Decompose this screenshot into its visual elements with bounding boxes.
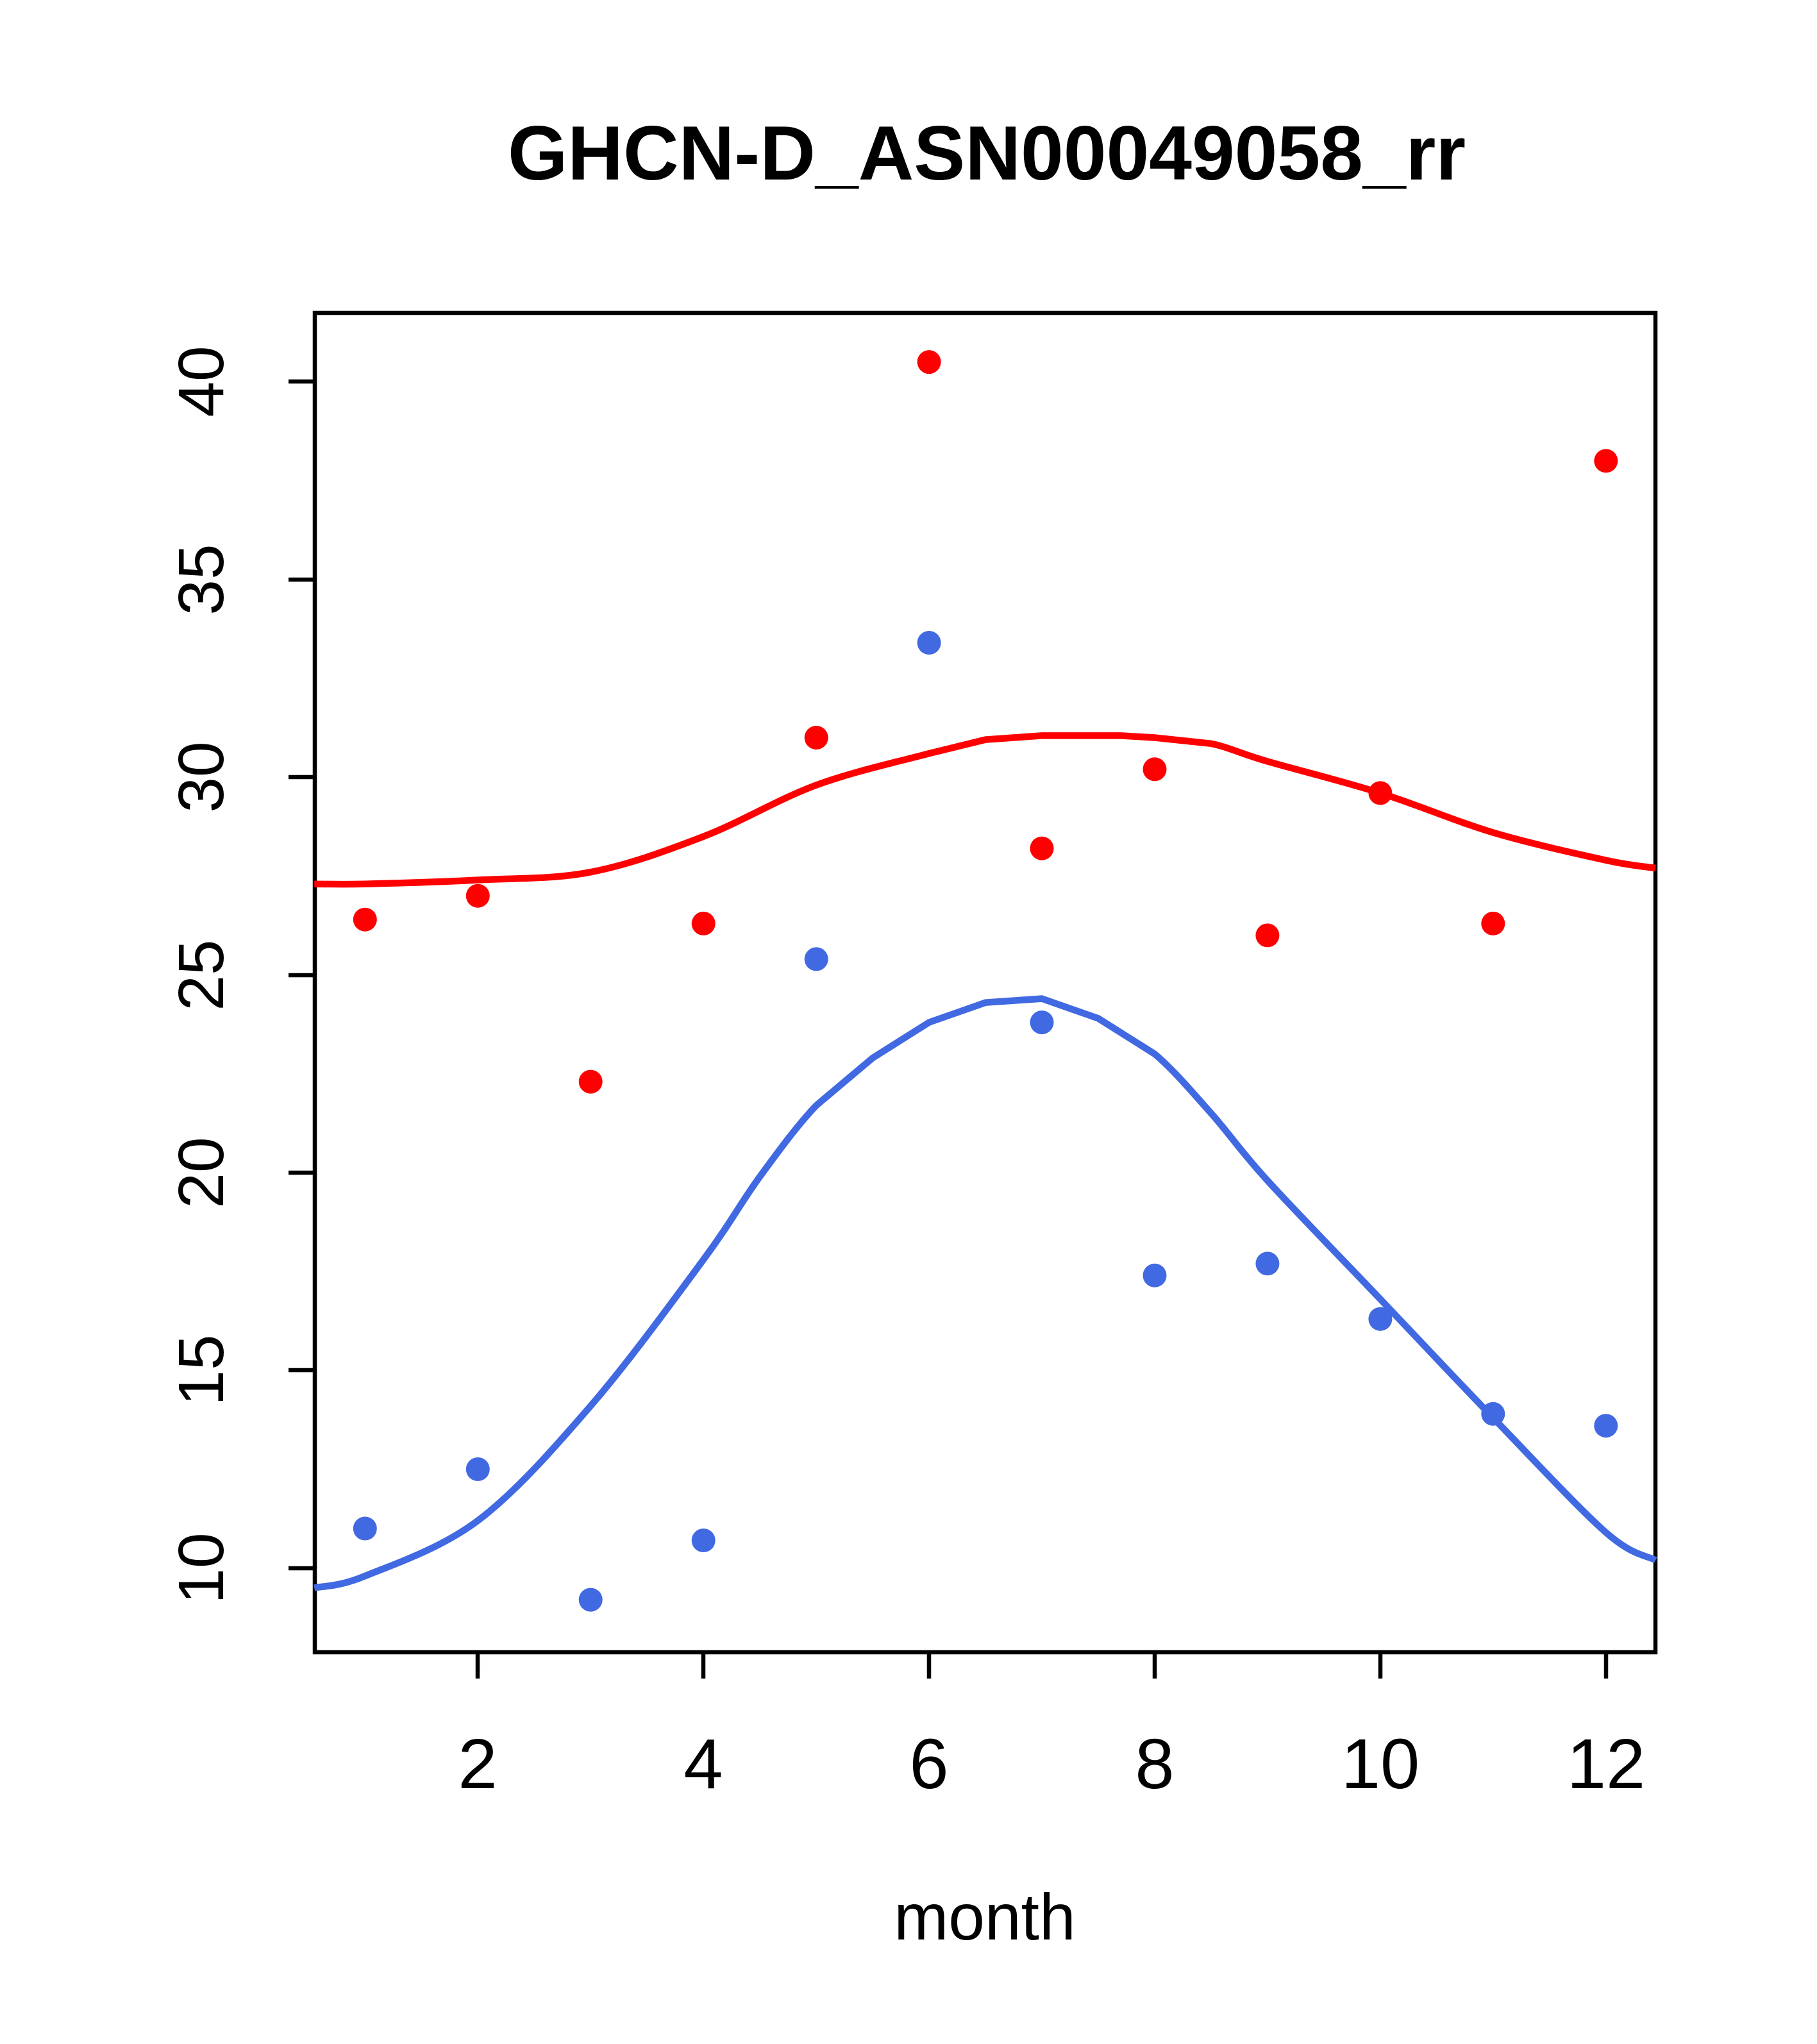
svg-text:30: 30	[165, 741, 237, 812]
svg-text:8: 8	[1135, 1725, 1174, 1804]
svg-text:12: 12	[1567, 1725, 1645, 1804]
svg-text:GHCN-D_ASN00049058_rr: GHCN-D_ASN00049058_rr	[508, 110, 1466, 196]
svg-text:40: 40	[165, 346, 237, 417]
svg-text:2: 2	[458, 1725, 497, 1804]
svg-text:10: 10	[165, 1532, 237, 1604]
svg-text:6: 6	[909, 1725, 948, 1804]
svg-text:10: 10	[1341, 1725, 1419, 1804]
svg-text:15: 15	[165, 1334, 237, 1405]
svg-text:4: 4	[683, 1725, 723, 1804]
svg-text:20: 20	[165, 1137, 237, 1208]
svg-text:35: 35	[165, 544, 237, 615]
svg-text:month: month	[894, 1881, 1076, 1954]
svg-text:25: 25	[165, 939, 237, 1010]
